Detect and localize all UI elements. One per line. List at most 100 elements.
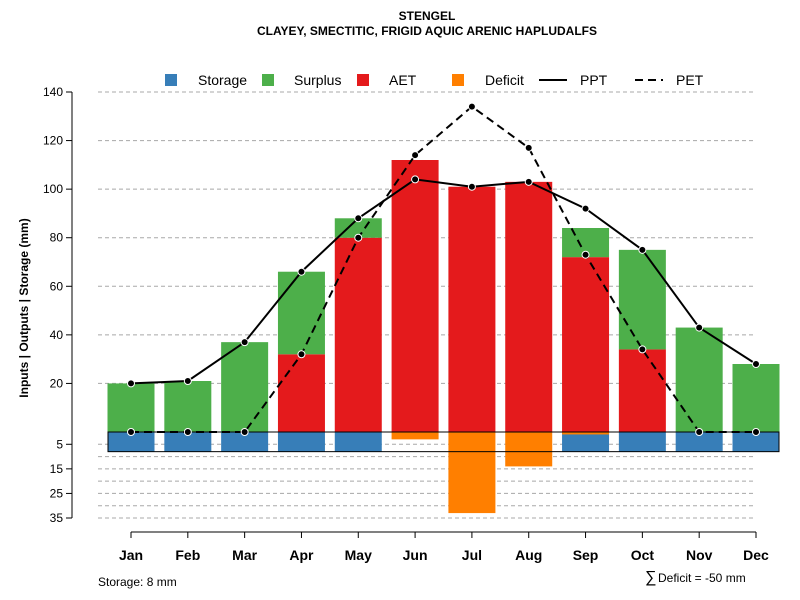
- deficit-symbol: ∑: [645, 569, 656, 586]
- ppt-line: [130, 178, 757, 385]
- y-tick-label-80: 80: [50, 231, 64, 245]
- bars: [107, 160, 780, 514]
- legend-swatch-aet: [357, 74, 369, 86]
- y-tick-label-40: 40: [50, 328, 64, 342]
- x-tick-label-Jul: Jul: [462, 547, 482, 563]
- legend-swatch-deficit: [452, 74, 464, 86]
- x-tick-label-Sep: Sep: [573, 547, 599, 563]
- aet-bar-Jul: [448, 186, 496, 432]
- x-tick-label-Dec: Dec: [743, 547, 769, 563]
- ppt-point-Apr: [297, 267, 306, 276]
- deficit-note: Deficit = -50 mm: [658, 571, 746, 585]
- surplus-bar-Oct: [618, 249, 666, 350]
- ppt-point-Jul: [467, 182, 476, 191]
- aet-bar-Aug: [505, 181, 553, 432]
- storage-bar-May: [334, 432, 382, 452]
- pet-point-Sep: [581, 250, 590, 259]
- pet-line: [131, 105, 756, 433]
- storage-bar-Sep: [562, 432, 610, 452]
- y-tick-label-lower-15: 15: [50, 462, 64, 476]
- ppt-point-Jan: [127, 379, 135, 388]
- y-tick-label-20: 20: [50, 376, 64, 390]
- chart-title: STENGEL: [399, 9, 456, 23]
- storage-bar-Dec: [732, 432, 780, 452]
- y-tick-label-lower-5: 5: [56, 437, 63, 451]
- storage-bar-Nov: [675, 432, 723, 452]
- pet-point-Feb: [183, 428, 192, 436]
- deficit-bar-Jul: [448, 432, 496, 514]
- ppt-point-May: [354, 214, 363, 223]
- x-tick-label-Aug: Aug: [515, 547, 542, 563]
- pet-point-Aug: [524, 143, 533, 152]
- pet-point-Oct: [638, 345, 647, 354]
- x-tick-label-Feb: Feb: [175, 547, 200, 563]
- aet-bar-Oct: [618, 349, 666, 432]
- legend-label-surplus: Surplus: [294, 72, 341, 88]
- surplus-bar-Feb: [164, 381, 212, 432]
- legend-label-deficit: Deficit: [485, 72, 524, 88]
- pet-point-May: [354, 233, 363, 242]
- storage-bar-Jan: [107, 432, 155, 452]
- aet-bar-Apr: [277, 354, 325, 432]
- deficit-bar-Sep: [562, 432, 610, 435]
- x-tick-label-Mar: Mar: [232, 547, 257, 563]
- legend-swatch-storage: [165, 74, 177, 86]
- legend-label-ppt: PPT: [580, 72, 608, 88]
- series-lines: [127, 102, 760, 436]
- x-tick-label-Apr: Apr: [289, 547, 314, 563]
- ppt-point-Mar: [240, 338, 249, 347]
- legend-label-storage: Storage: [198, 72, 247, 88]
- ppt-point-Nov: [695, 323, 704, 332]
- y-tick-label-140: 140: [43, 85, 63, 99]
- legend-swatch-surplus: [262, 74, 274, 86]
- surplus-bar-Nov: [675, 327, 723, 432]
- pet-point-Nov: [695, 428, 704, 436]
- chart-subtitle: CLAYEY, SMECTITIC, FRIGID AQUIC ARENIC H…: [257, 24, 597, 38]
- pet-point-Jun: [411, 151, 420, 160]
- aet-bar-Sep: [562, 257, 610, 432]
- x-tick-label-Oct: Oct: [631, 547, 655, 563]
- deficit-bar-Aug: [505, 432, 553, 467]
- y-axis-label: Inputs | Outputs | Storage (mm): [17, 218, 31, 397]
- storage-bar-Oct: [618, 432, 666, 452]
- pet-point-Dec: [752, 428, 760, 436]
- y-tick-label-120: 120: [43, 134, 63, 148]
- ppt-point-Feb: [183, 377, 192, 385]
- axes: 20 40 60 80 100 120 140 5 15 25 35 Jan Feb Mar Apr May J…: [43, 85, 769, 563]
- pet-point-Apr: [297, 350, 306, 359]
- pet-point-Jul: [467, 102, 476, 111]
- storage-bar-Apr: [277, 432, 325, 452]
- storage-band: [107, 431, 780, 453]
- storage-bar-Mar: [221, 432, 269, 452]
- x-tick-label-May: May: [345, 547, 372, 563]
- surplus-bar-Dec: [732, 364, 780, 432]
- y-tick-label-lower-35: 35: [50, 511, 64, 525]
- storage-capacity-frame: [107, 431, 780, 453]
- x-tick-label-Nov: Nov: [686, 547, 713, 563]
- y-tick-label-60: 60: [50, 279, 64, 293]
- y-tick-label-lower-25: 25: [50, 486, 64, 500]
- x-tick-label-Jan: Jan: [119, 547, 143, 563]
- pet-point-Jan: [127, 428, 135, 436]
- ppt-point-Oct: [638, 245, 647, 254]
- legend-label-aet: AET: [389, 72, 417, 88]
- surplus-bar-May: [334, 218, 382, 238]
- surplus-bar-Jan: [107, 383, 155, 432]
- surplus-bar-Apr: [277, 271, 325, 355]
- legend-label-pet: PET: [676, 72, 704, 88]
- storage-bar-Feb: [164, 432, 212, 452]
- aet-bar-May: [334, 237, 382, 432]
- ppt-point-Sep: [581, 204, 590, 213]
- deficit-bar-Jun: [391, 432, 439, 440]
- aet-bar-Jun: [391, 160, 439, 432]
- surplus-bar-Mar: [221, 342, 269, 432]
- y-tick-label-100: 100: [43, 182, 63, 196]
- x-tick-label-Jun: Jun: [403, 547, 428, 563]
- ppt-point-Jun: [411, 175, 420, 184]
- legend: Storage Surplus AET Deficit PPT PET: [165, 72, 704, 88]
- ppt-point-Aug: [524, 177, 533, 186]
- ppt-point-Dec: [752, 360, 760, 368]
- storage-note: Storage: 8 mm: [98, 575, 177, 589]
- pet-point-Mar: [240, 428, 249, 436]
